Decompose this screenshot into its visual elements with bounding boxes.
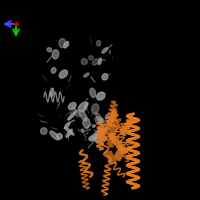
Ellipse shape <box>81 59 87 65</box>
Ellipse shape <box>82 107 87 112</box>
Ellipse shape <box>90 88 96 98</box>
Ellipse shape <box>92 104 99 114</box>
Ellipse shape <box>50 131 59 140</box>
Ellipse shape <box>52 50 59 59</box>
Ellipse shape <box>89 137 94 140</box>
Ellipse shape <box>84 103 88 108</box>
Ellipse shape <box>59 70 68 78</box>
Ellipse shape <box>96 117 105 125</box>
Ellipse shape <box>96 113 102 123</box>
Ellipse shape <box>102 74 108 80</box>
Ellipse shape <box>51 68 56 73</box>
Ellipse shape <box>84 73 89 77</box>
Ellipse shape <box>92 59 99 65</box>
Ellipse shape <box>98 58 101 65</box>
Ellipse shape <box>104 136 107 139</box>
Ellipse shape <box>40 128 47 134</box>
Ellipse shape <box>99 119 103 122</box>
Ellipse shape <box>98 129 105 135</box>
Ellipse shape <box>92 125 95 127</box>
Ellipse shape <box>76 110 80 117</box>
Ellipse shape <box>89 56 93 60</box>
Ellipse shape <box>89 134 98 141</box>
Ellipse shape <box>64 41 68 48</box>
Ellipse shape <box>68 102 76 110</box>
Ellipse shape <box>68 112 76 120</box>
Ellipse shape <box>97 92 105 100</box>
Ellipse shape <box>102 48 108 53</box>
Ellipse shape <box>78 102 88 111</box>
Ellipse shape <box>81 129 84 132</box>
Ellipse shape <box>59 39 66 48</box>
Ellipse shape <box>64 122 70 129</box>
Ellipse shape <box>93 130 102 139</box>
Ellipse shape <box>79 111 87 121</box>
Ellipse shape <box>98 128 104 134</box>
Ellipse shape <box>65 127 74 135</box>
Ellipse shape <box>57 133 62 139</box>
Ellipse shape <box>66 129 72 137</box>
Ellipse shape <box>95 133 104 143</box>
Ellipse shape <box>47 48 52 52</box>
Ellipse shape <box>97 40 101 46</box>
Ellipse shape <box>83 118 90 128</box>
Ellipse shape <box>50 88 54 97</box>
Ellipse shape <box>105 114 108 119</box>
